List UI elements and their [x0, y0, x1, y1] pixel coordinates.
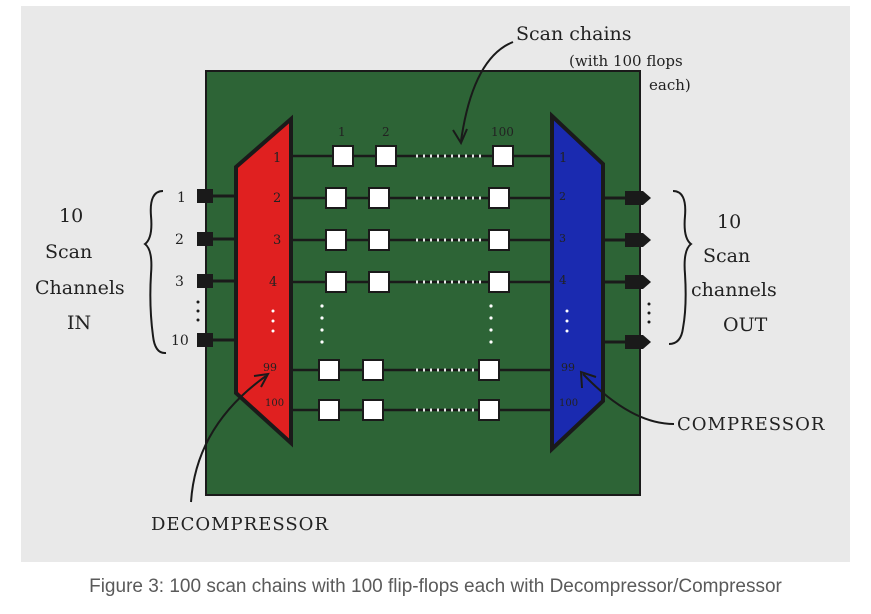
- in-label: 10: [59, 205, 83, 227]
- scan-compression-diagram: 1 2 100 1 2 3 4 99 100 1 2 3 4 99 100 1 …: [35, 23, 825, 535]
- decompressor-chain-label: 99: [263, 361, 277, 374]
- flip-flop: [478, 359, 500, 381]
- output-dots: [647, 302, 651, 324]
- decompressor-chain-label: 4: [269, 275, 277, 290]
- out-label: channels: [691, 279, 777, 301]
- decompressor-chain-label: 2: [273, 191, 281, 206]
- out-label: 10: [717, 211, 741, 233]
- in-label: Scan: [45, 241, 92, 263]
- output-brace: [668, 190, 693, 345]
- flip-flop: [318, 399, 340, 421]
- compressor-label: COMPRESSOR: [677, 414, 825, 435]
- decompressor-chain-label: 100: [265, 398, 284, 409]
- compressor-chain-label: 1: [559, 151, 567, 166]
- out-label: OUT: [723, 314, 768, 336]
- scan-chains-arrow: [460, 41, 514, 142]
- flip-flop: [318, 359, 340, 381]
- out-label: Scan: [703, 245, 750, 267]
- in-label: IN: [67, 312, 91, 334]
- flip-flop: [368, 229, 390, 251]
- chain-gap-dots: [416, 154, 486, 412]
- compressor-chain-label: 100: [559, 398, 578, 409]
- input-brace: [143, 190, 167, 355]
- flip-flop: [332, 145, 354, 167]
- flip-flop: [488, 271, 510, 293]
- diagram-stage: 1 2 100 1 2 3 4 99 100 1 2 3 4 99 100 1 …: [21, 6, 850, 562]
- flip-flop: [488, 229, 510, 251]
- decompressor-chain-label: 3: [273, 233, 281, 248]
- vertical-ellipsis: [271, 304, 569, 344]
- decompressor-block: [234, 114, 293, 448]
- compressor-arrowhead: [579, 370, 597, 389]
- in-channel-label: 3: [175, 274, 184, 290]
- in-channel-label: 2: [175, 232, 184, 248]
- scan-chains-label: Scan chains: [516, 23, 632, 45]
- flop-column-label: 100: [491, 125, 514, 139]
- compressor-chain-label: 99: [561, 361, 575, 374]
- input-pin-blocks: [197, 189, 213, 347]
- compressor-arrow: [582, 373, 675, 425]
- flop-column-label: 1: [338, 125, 346, 139]
- compressor-chain-label: 3: [559, 232, 566, 245]
- flip-flop: [478, 399, 500, 421]
- flip-flop: [492, 145, 514, 167]
- flip-flop: [362, 359, 384, 381]
- flip-flop: [375, 145, 397, 167]
- flip-flops: [318, 145, 514, 421]
- scan-chains-label: each): [649, 76, 691, 94]
- flip-flop: [362, 399, 384, 421]
- flip-flop: [368, 271, 390, 293]
- input-dots: [196, 300, 200, 322]
- decompressor-label: DECOMPRESSOR: [151, 514, 329, 535]
- decompressor-chain-label: 1: [273, 151, 281, 166]
- figure-caption: Figure 3: 100 scan chains with 100 flip-…: [89, 576, 782, 597]
- flip-flop: [325, 187, 347, 209]
- compressor-block: [550, 111, 605, 454]
- flip-flop: [325, 229, 347, 251]
- scan-chains-arrowhead: [452, 128, 468, 146]
- in-channel-label: 1: [177, 190, 186, 206]
- compressor-chain-label: 4: [559, 273, 567, 287]
- scan-chains-label: (with 100 flops: [569, 52, 683, 70]
- flip-flop: [325, 271, 347, 293]
- decompressor-arrow: [190, 375, 267, 503]
- output-pin-arrows: [625, 191, 651, 349]
- flip-flop: [368, 187, 390, 209]
- in-label: Channels: [35, 277, 125, 299]
- flip-flop: [488, 187, 510, 209]
- decompressor-arrowhead: [253, 372, 270, 388]
- flop-column-label: 2: [382, 125, 390, 139]
- compressor-chain-label: 2: [559, 190, 566, 203]
- in-channel-label: 10: [171, 333, 189, 349]
